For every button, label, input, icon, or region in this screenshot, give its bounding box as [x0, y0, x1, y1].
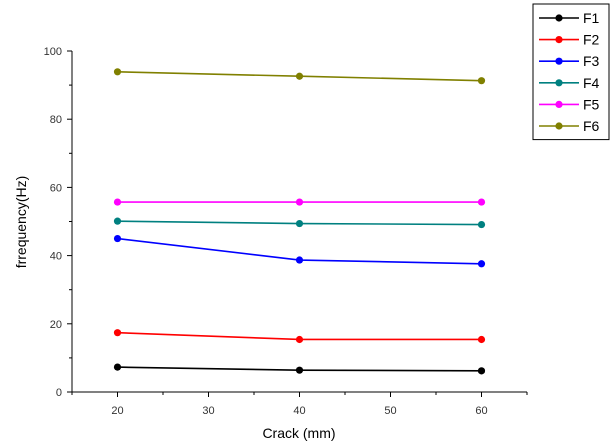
x-tick-label: 30 [202, 405, 214, 417]
legend-item-f6: F6 [539, 118, 600, 134]
y-axis-title: frrequency(Hz) [13, 176, 29, 269]
data-point-f1 [477, 367, 486, 375]
data-point-f5 [477, 198, 486, 206]
y-tick-label: 20 [50, 319, 62, 331]
series-f5 [113, 198, 486, 206]
series-f3 [113, 234, 486, 268]
data-point-f2 [113, 329, 122, 337]
data-point-f3 [113, 234, 122, 243]
data-point-f5 [295, 198, 304, 206]
data-point-f1 [113, 363, 122, 371]
y-tick-label: 80 [50, 114, 62, 126]
legend-item-f3: F3 [539, 53, 600, 69]
legend-label-f3: F3 [583, 53, 600, 69]
legend: F1 F2 F3 F4 F5 F6 [532, 3, 610, 141]
legend-label-f2: F2 [583, 32, 600, 48]
legend-item-f4: F4 [539, 75, 600, 91]
data-point-f2 [295, 335, 304, 344]
legend-marker-f6 [555, 122, 563, 130]
y-tick-label: 60 [50, 182, 62, 194]
legend-item-f1: F1 [539, 10, 600, 26]
data-point-f4 [477, 220, 486, 229]
y-tick-label: 100 [44, 46, 62, 58]
data-point-f2 [477, 335, 486, 344]
x-axis-title: Crack (mm) [262, 425, 335, 441]
series-f1 [113, 363, 486, 375]
data-point-f1 [295, 366, 304, 374]
data-point-f4 [113, 217, 122, 225]
data-point-f6 [295, 72, 304, 80]
legend-marker-f4 [555, 79, 563, 87]
data-point-f6 [113, 68, 122, 76]
x-tick-label: 20 [111, 405, 123, 417]
legend-label-f1: F1 [583, 10, 600, 26]
legend-marker-f5 [555, 100, 563, 108]
legend-label-f4: F4 [583, 75, 600, 91]
data-point-f3 [295, 256, 304, 264]
x-tick-label: 60 [475, 405, 487, 417]
legend-box [532, 3, 610, 141]
series-f4 [113, 217, 486, 229]
data-point-f4 [295, 219, 304, 228]
x-tick-label: 50 [384, 405, 396, 417]
data-point-f5 [113, 198, 122, 206]
x-tick-label: 40 [293, 405, 305, 417]
series-f2 [113, 329, 486, 344]
axes: 20 30 40 50 60 0 20 40 60 80 100 [44, 46, 528, 417]
data-point-f3 [477, 260, 486, 268]
series-f6 [113, 68, 486, 85]
legend-label-f6: F6 [583, 118, 600, 134]
y-tick-label: 40 [50, 251, 62, 263]
legend-item-f2: F2 [539, 32, 600, 48]
series-layer [113, 68, 486, 375]
legend-marker-f1 [555, 14, 563, 22]
legend-marker-f2 [555, 36, 563, 44]
data-point-f6 [477, 77, 486, 85]
y-tick-label: 0 [56, 387, 62, 399]
legend-marker-f3 [555, 57, 563, 65]
legend-label-f5: F5 [583, 96, 600, 112]
legend-item-f5: F5 [539, 96, 600, 112]
